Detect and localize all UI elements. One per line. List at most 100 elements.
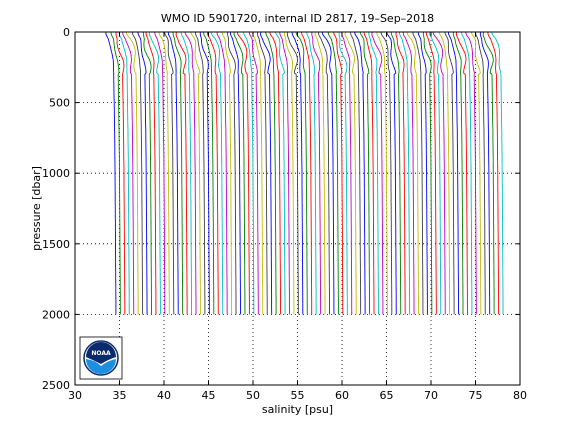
profile-line [385,31,397,315]
profile-line [110,31,121,315]
y-tick-label: 500 [49,97,70,110]
profile-line [236,31,250,315]
profile-line [429,31,442,315]
profile-line [341,31,353,315]
profile-line [265,31,277,315]
profile-line [461,31,473,315]
profile-line [180,31,193,315]
profile-line [190,31,201,315]
profile-line [338,31,348,315]
profile-line [402,31,415,315]
chart-title: WMO ID 5901720, internal ID 2817, 19–Sep… [161,12,434,25]
profile-line [175,31,188,315]
profile-line [487,31,500,315]
profile-line [333,31,344,315]
profile-line [184,31,197,315]
profile-line [158,31,170,315]
profile-line [390,31,402,315]
profile-line [118,31,130,315]
profile-line [199,32,210,315]
x-tick-label: 55 [291,389,305,402]
profile-line [248,31,259,315]
profile-line [229,31,241,315]
profile-line [295,31,308,315]
profile-line [279,31,290,315]
profile-line [359,31,371,315]
profile-line [242,31,255,315]
profile-line [455,31,468,315]
x-tick-label: 50 [246,389,260,402]
profile-line [482,31,495,315]
x-tick-label: 30 [68,389,82,402]
profile-line [233,31,246,315]
x-tick-label: 60 [335,389,349,402]
profile-line [284,32,295,315]
profile-line [269,31,282,315]
profile-line [363,31,375,315]
y-tick-label: 1000 [42,167,70,180]
x-tick-label: 40 [157,389,171,402]
profile-line [252,31,264,315]
profile-line [422,32,433,315]
profile-line [256,31,268,315]
profile-line [194,31,206,315]
y-tick-label: 0 [63,26,70,39]
profile-line [376,31,388,315]
profile-lines [105,31,504,315]
logo-wave [86,359,116,374]
profile-line [350,31,362,315]
profile-line [125,31,139,315]
profile-line [380,31,393,315]
y-tick-label: 2000 [42,308,70,321]
profile-line [206,31,219,315]
profile-line [452,31,464,315]
profile-line [306,31,317,315]
x-tick-label: 65 [380,389,394,402]
x-tick-label: 45 [202,389,216,402]
noaa-logo: NOAA [79,336,123,380]
profile-line [210,31,224,315]
x-tick-label: 75 [469,389,483,402]
y-tick-label: 1500 [42,238,70,251]
profile-line [105,31,117,315]
profile-line [314,31,326,315]
logo-text: NOAA [91,350,111,357]
profile-line [398,31,411,315]
profile-line [354,31,366,315]
y-tick-label: 2500 [42,379,70,392]
profile-line [227,32,237,315]
profile-line [479,32,491,315]
profile-line [137,31,148,315]
profile-line [327,31,339,315]
profile-line [274,31,286,315]
x-tick-label: 35 [113,389,127,402]
profile-line [368,32,379,315]
profile-line [470,31,482,315]
profile-line [425,31,437,315]
profile-line [417,31,428,315]
profile-line [145,31,157,315]
x-axis-label: salinity [psu] [262,403,333,416]
profile-line [412,31,424,315]
profile-line [115,32,126,315]
profile-line [203,31,215,315]
profile-line [406,31,419,315]
profile-line [221,31,233,315]
profile-line [432,31,446,315]
profile-line [172,32,184,315]
x-tick-label: 70 [424,389,438,402]
profile-line [291,31,304,315]
profile-line [474,31,486,315]
profile-line [142,31,152,315]
logo-sky [86,342,116,364]
profile-line [167,31,179,315]
profile-line [321,31,335,315]
profile-line [260,31,273,315]
profile-line [444,31,455,315]
profile-line [395,32,406,315]
profile-line [447,31,460,315]
profile-line [371,31,384,315]
profile-line [344,32,357,315]
profile-line [163,31,175,315]
